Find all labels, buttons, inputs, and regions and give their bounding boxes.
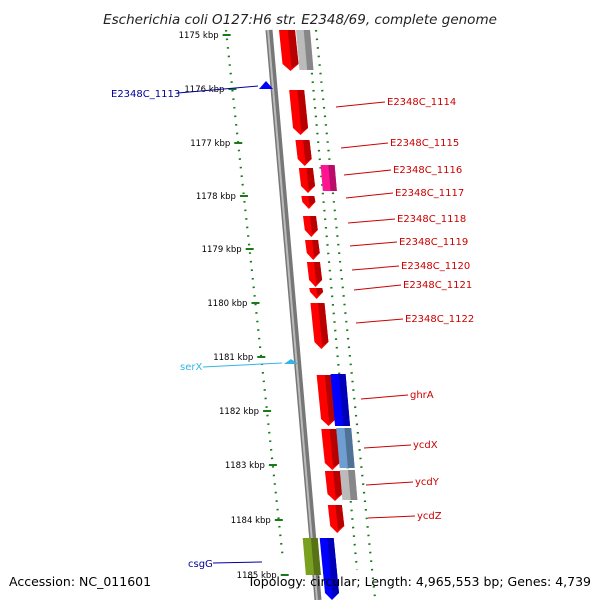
gene-red-1 bbox=[279, 30, 299, 71]
gene-red-6 bbox=[302, 216, 318, 237]
gene-red-14-shade bbox=[335, 505, 345, 530]
gene-label: ycdZ bbox=[417, 511, 442, 522]
topology-text: Topology: circular; Length: 4,965,553 bp… bbox=[247, 574, 591, 589]
gene-red-8 bbox=[306, 262, 323, 287]
gene-red-5-shade bbox=[308, 196, 316, 206]
dotted-ring-3 bbox=[314, 29, 377, 599]
label-leader-line bbox=[340, 142, 389, 149]
tick-label: 1183 kbp bbox=[225, 461, 265, 471]
tick-label: 1178 kbp bbox=[196, 192, 236, 202]
label-leader-line bbox=[365, 481, 414, 486]
gene-blue-2-shade bbox=[327, 538, 339, 597]
backbone-highlight bbox=[267, 29, 318, 600]
gene-label: ycdY bbox=[415, 477, 440, 488]
tick-label: 1184 kbp bbox=[231, 516, 271, 526]
gene-red-4-shade bbox=[306, 168, 316, 190]
gene-grey-1-shade bbox=[303, 30, 314, 70]
gene-label: ghrA bbox=[410, 390, 434, 401]
gene-label: E2348C_1118 bbox=[397, 214, 466, 225]
dotted-rings bbox=[224, 29, 377, 599]
gene-grey-1 bbox=[296, 30, 314, 70]
tick-label: 1176 kbp bbox=[184, 85, 224, 95]
gene-red-4 bbox=[298, 168, 316, 193]
tick-label: 1179 kbp bbox=[202, 245, 242, 255]
label-leader-line bbox=[353, 284, 402, 291]
gene-red-3-shade bbox=[303, 140, 312, 163]
gene-labels: E2348C_1113 E2348C_1114 E2348C_1115 E2348C_… bbox=[111, 85, 474, 570]
gene-label: serX bbox=[180, 362, 202, 373]
label-leader-line bbox=[343, 169, 392, 176]
label-leader-line bbox=[367, 515, 416, 519]
label-leader-line bbox=[360, 394, 409, 400]
label-leader-line bbox=[345, 192, 394, 199]
gene-label: E2348C_1115 bbox=[390, 138, 459, 149]
gene-label: E2348C_1117 bbox=[395, 188, 464, 199]
gene-red-13-shade bbox=[333, 471, 343, 498]
gene-label: E2348C_1120 bbox=[401, 261, 470, 272]
gene-red-7-shade bbox=[312, 240, 320, 257]
gene-red-14 bbox=[327, 505, 345, 533]
gene-red-1-shade bbox=[287, 30, 299, 68]
tick-label: 1175 kbp bbox=[179, 31, 219, 41]
gene-label: E2348C_1116 bbox=[393, 165, 462, 176]
gene-label: E2348C_1113 bbox=[111, 89, 180, 100]
accession-text: Accession: NC_011601 bbox=[9, 574, 151, 589]
gene-e2348c-1113-arrow bbox=[259, 81, 273, 89]
gene-red-10-shade bbox=[318, 303, 329, 346]
gene-red-5 bbox=[301, 196, 316, 209]
tick-label: 1180 kbp bbox=[207, 299, 247, 309]
gene-red-9 bbox=[309, 288, 324, 299]
gene-red-13 bbox=[324, 471, 343, 501]
gene-label: ycdX bbox=[413, 440, 438, 451]
gene-label: E2348C_1114 bbox=[387, 97, 456, 108]
tick-label: 1181 kbp bbox=[213, 353, 253, 363]
gene-lightblue-1 bbox=[336, 428, 355, 468]
gene-blue-1 bbox=[330, 374, 351, 426]
label-leader-line bbox=[177, 85, 259, 94]
gene-red-2 bbox=[289, 90, 309, 135]
label-leader-line bbox=[202, 362, 283, 368]
label-leader-line bbox=[335, 101, 386, 108]
gene-red-8-shade bbox=[314, 262, 323, 284]
gene-label: E2348C_1119 bbox=[399, 237, 468, 248]
gene-grey-2-shade bbox=[348, 470, 358, 500]
gene-red-11-shade bbox=[324, 375, 337, 423]
gene-red-7 bbox=[305, 240, 320, 260]
gene-blue-2 bbox=[319, 538, 339, 600]
label-leader-line bbox=[212, 561, 263, 564]
gene-features bbox=[259, 30, 358, 600]
map-title: Escherichia coli O127:H6 str. E2348/69, … bbox=[103, 12, 497, 28]
tick-label: 1177 kbp bbox=[190, 139, 230, 149]
gene-red-11 bbox=[316, 375, 337, 426]
gene-olive-1-shade bbox=[310, 538, 321, 575]
gene-olive-1 bbox=[302, 538, 321, 575]
gene-red-6-shade bbox=[310, 216, 318, 234]
gene-label: E2348C_1122 bbox=[405, 314, 474, 325]
gene-label: csgG bbox=[188, 559, 213, 570]
gene-grey-2 bbox=[339, 470, 358, 500]
gene-lightblue-1-shade bbox=[344, 428, 355, 468]
gene-red-9-shade bbox=[316, 288, 324, 296]
gene-red-3 bbox=[295, 140, 312, 166]
label-leader-line bbox=[351, 265, 400, 271]
label-leader-line bbox=[363, 444, 412, 449]
gene-blue-1-shade bbox=[338, 374, 351, 426]
gene-red-10 bbox=[310, 303, 329, 349]
tick-label: 1182 kbp bbox=[219, 407, 259, 417]
label-leader-line bbox=[347, 218, 396, 224]
backbone bbox=[265, 29, 322, 600]
gene-label: E2348C_1121 bbox=[403, 280, 472, 291]
position-ticks: 1175 kbp 1176 kbp 1177 kbp 1178 kbp 1179 kbp… bbox=[179, 31, 289, 581]
label-leader-line bbox=[349, 241, 398, 247]
gene-magenta-1-shade bbox=[328, 165, 337, 191]
trna-serx-marker bbox=[284, 359, 298, 364]
label-leader-line bbox=[355, 318, 404, 324]
tick-label: 1185 kbp bbox=[237, 571, 277, 581]
gene-red-2-shade bbox=[297, 90, 309, 132]
gene-magenta-1 bbox=[320, 165, 337, 191]
